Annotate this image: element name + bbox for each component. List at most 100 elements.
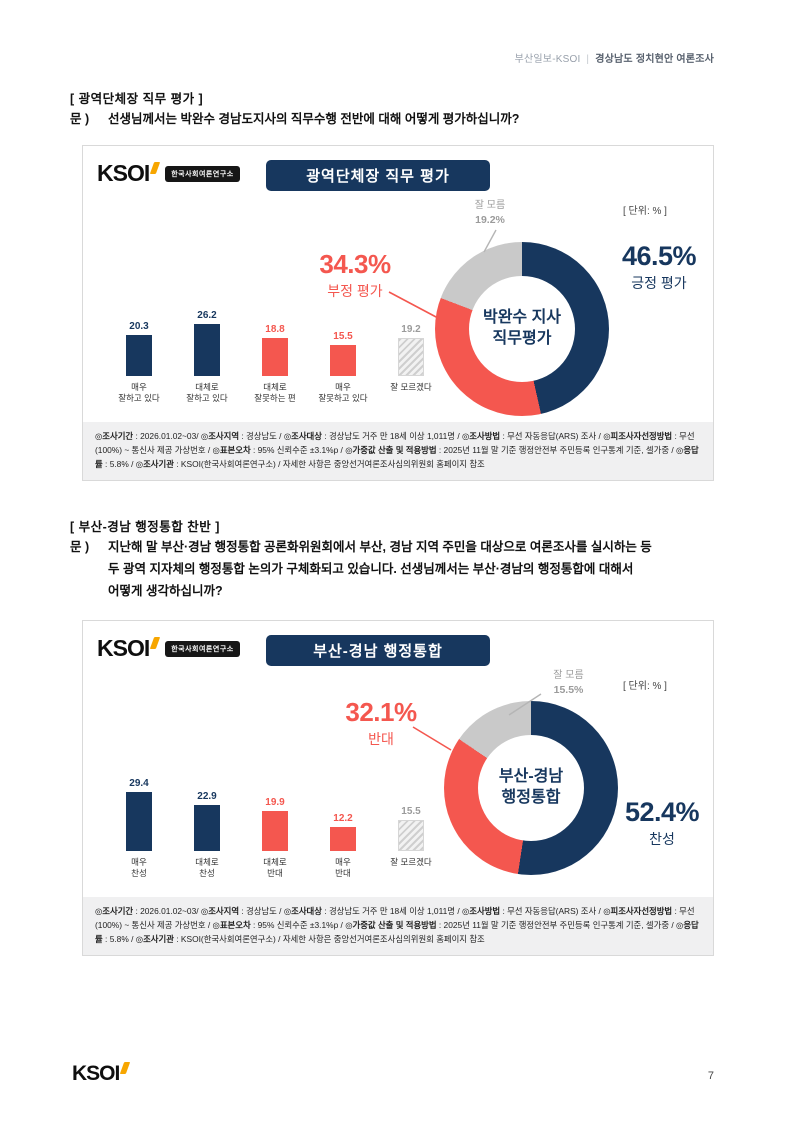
- unknown-pct: 19.2%: [475, 213, 505, 226]
- bar: [194, 805, 220, 851]
- donut-unknown-label: 잘 모름 15.5%: [531, 669, 606, 697]
- donut-center-label: 부산-경남 행정통합: [478, 735, 584, 841]
- positive-pct: 46.5%: [621, 241, 697, 271]
- bar: [398, 337, 424, 376]
- ksoi-logo-text: KSOI: [72, 1062, 131, 1085]
- ksoi-logo-subtitle: 한국사회여론연구소: [165, 165, 240, 182]
- bar-category-label: 대체로 찬성: [195, 857, 219, 879]
- bar: [330, 826, 356, 851]
- chart-title: 광역단체장 직무 평가: [266, 160, 490, 191]
- positive-label-text: 찬성: [649, 831, 675, 847]
- bar-item: 19.9 대체로 반대: [241, 717, 309, 887]
- bar: [126, 792, 152, 851]
- bar: [194, 323, 220, 376]
- bar-category-label: 대체로 잘하고 있다: [186, 382, 228, 404]
- bar-category-label: 잘 모르겠다: [390, 857, 432, 867]
- bar-item: 29.4 매우 찬성: [105, 717, 173, 887]
- bar-value: 15.5: [401, 806, 421, 817]
- bar-item: 19.2 잘 모르겠다: [377, 242, 445, 412]
- publication-name: 부산일보-KSOI: [514, 54, 581, 65]
- unit-label: [ 단위: % ]: [623, 681, 667, 692]
- bar-item: 26.2 대체로 잘하고 있다: [173, 242, 241, 412]
- negative-pct: 34.3%: [319, 249, 391, 279]
- negative-label-text: 반대: [368, 731, 394, 747]
- bar-item: 15.5 잘 모르겠다: [377, 717, 445, 887]
- bar-category-label: 대체로 잘못하는 편: [254, 382, 296, 404]
- negative-pct: 32.1%: [345, 697, 417, 727]
- bar-value: 20.3: [129, 321, 149, 333]
- ksoi-logo-accent-icon: [150, 637, 161, 649]
- question-text-line: 지난해 말 부산·경남 행정통합 공론화위원회에서 부산, 경남 지역 주민을 …: [108, 540, 652, 554]
- footer-ksoi-logo: KSOI: [72, 1062, 131, 1085]
- donut-chart: 부산-경남 행정통합: [444, 701, 618, 875]
- bar-category-label: 매우 찬성: [131, 857, 147, 879]
- bar-category-label: 잘 모르겠다: [390, 382, 432, 392]
- negative-label-text: 부정 평가: [327, 283, 383, 299]
- page-number: 7: [707, 1070, 714, 1082]
- unknown-label-text: 잘 모름: [474, 200, 506, 211]
- bar-value: 26.2: [197, 309, 217, 321]
- chart-card-integration: KSOI 한국사회여론연구소 부산-경남 행정통합 [ 단위: % ] 잘 모름…: [82, 620, 714, 956]
- bar-item: 18.8 대체로 잘못하는 편: [241, 242, 309, 412]
- donut-center-label: 박완수 지사 직무평가: [469, 276, 575, 382]
- header-divider: |: [586, 54, 590, 65]
- unknown-label-text: 잘 모름: [553, 670, 584, 681]
- bar-value: 15.5: [333, 331, 353, 342]
- donut-positive-label: 52.4% 찬성: [607, 797, 717, 849]
- bar-value: 19.2: [401, 323, 421, 335]
- positive-label-text: 긍정 평가: [631, 275, 687, 291]
- question-text-line: 어떻게 생각하십니까?: [108, 584, 223, 598]
- ksoi-logo-accent-icon: [120, 1062, 131, 1074]
- bar-category-label: 매우 잘하고 있다: [118, 382, 160, 404]
- question-governor-eval: 문 ) 선생님께서는 박완수 경남도지사의 직무수행 전반에 대해 어떻게 평가…: [70, 108, 519, 130]
- bar-category-label: 매우 반대: [335, 857, 351, 879]
- bar-item: 22.9 대체로 찬성: [173, 717, 241, 887]
- bar-chart: 29.4 매우 찬성 22.9 대체로 찬성 19.9 대체로 반대 12.2 매우 반대 15.5 잘 …: [105, 717, 445, 887]
- donut-center-line-1: 부산-경남: [498, 768, 564, 786]
- question-text-line: 두 광역 지자체의 행정통합 논의가 구체화되고 있습니다. 선생님께서는 부산…: [108, 562, 634, 576]
- bar-item: 20.3 매우 잘하고 있다: [105, 242, 173, 412]
- ksoi-logo-subtitle: 한국사회여론연구소: [165, 640, 240, 657]
- donut-chart: 박완수 지사 직무평가: [435, 242, 609, 416]
- section-heading-integration: [ 부산-경남 행정통합 찬반 ]: [70, 520, 220, 534]
- chart-title: 부산-경남 행정통합: [266, 635, 490, 666]
- bar-category-label: 매우 잘못하고 있다: [318, 382, 368, 404]
- unit-label: [ 단위: % ]: [623, 206, 667, 217]
- bar: [262, 811, 288, 851]
- donut-center-line-2: 행정통합: [501, 789, 561, 806]
- bar-item: 12.2 매우 반대: [309, 717, 377, 887]
- bar-value: 19.9: [265, 797, 285, 809]
- ksoi-logo-accent-icon: [150, 162, 161, 174]
- bar: [262, 338, 288, 376]
- bar-chart: 20.3 매우 잘하고 있다 26.2 대체로 잘하고 있다 18.8 대체로 잘못하는 편 15…: [105, 242, 445, 412]
- donut-unknown-label: 잘 모름 19.2%: [455, 199, 525, 227]
- ksoi-logo: KSOI 한국사회여론연구소: [97, 162, 240, 185]
- question-text-line: 선생님께서는 박완수 경남도지사의 직무수행 전반에 대해 어떻게 평가하십니까…: [108, 112, 520, 126]
- bar: [330, 345, 356, 376]
- bar: [126, 335, 152, 376]
- question-integration: 문 ) 지난해 말 부산·경남 행정통합 공론화위원회에서 부산, 경남 지역 …: [70, 536, 652, 602]
- page-header: 부산일보-KSOI | 경상남도 정치현안 여론조사: [515, 50, 714, 65]
- survey-methodology-note: ◎조사기간 : 2026.01.02~03/ ◎조사지역 : 경상남도 / ◎조…: [83, 422, 713, 480]
- bar-value: 29.4: [129, 778, 149, 790]
- ksoi-logo: KSOI 한국사회여론연구소: [97, 637, 240, 660]
- chart-card-governor-eval: KSOI 한국사회여론연구소 광역단체장 직무 평가 [ 단위: % ] 잘 모…: [82, 145, 714, 481]
- donut-negative-label: 34.3% 부정 평가: [305, 249, 405, 301]
- bar-value: 22.9: [197, 791, 217, 803]
- ksoi-logo-text: KSOI: [97, 162, 161, 185]
- bar-value: 18.8: [265, 324, 285, 336]
- ksoi-logo-text: KSOI: [97, 637, 161, 660]
- question-label: 문 ): [70, 540, 90, 554]
- survey-methodology-note: ◎조사기간 : 2026.01.02~03/ ◎조사지역 : 경상남도 / ◎조…: [83, 897, 713, 955]
- survey-title: 경상남도 정치현안 여론조사: [595, 54, 714, 65]
- question-label: 문 ): [70, 112, 90, 126]
- bar-value: 12.2: [333, 812, 353, 824]
- donut-negative-label: 32.1% 반대: [331, 697, 431, 749]
- bar: [398, 820, 424, 851]
- donut-center-line-1: 박완수 지사: [482, 309, 562, 327]
- donut-center-line-2: 직무평가: [492, 330, 552, 347]
- bar-item: 15.5 매우 잘못하고 있다: [309, 242, 377, 412]
- positive-pct: 52.4%: [624, 797, 700, 827]
- bar-category-label: 대체로 반대: [263, 857, 287, 879]
